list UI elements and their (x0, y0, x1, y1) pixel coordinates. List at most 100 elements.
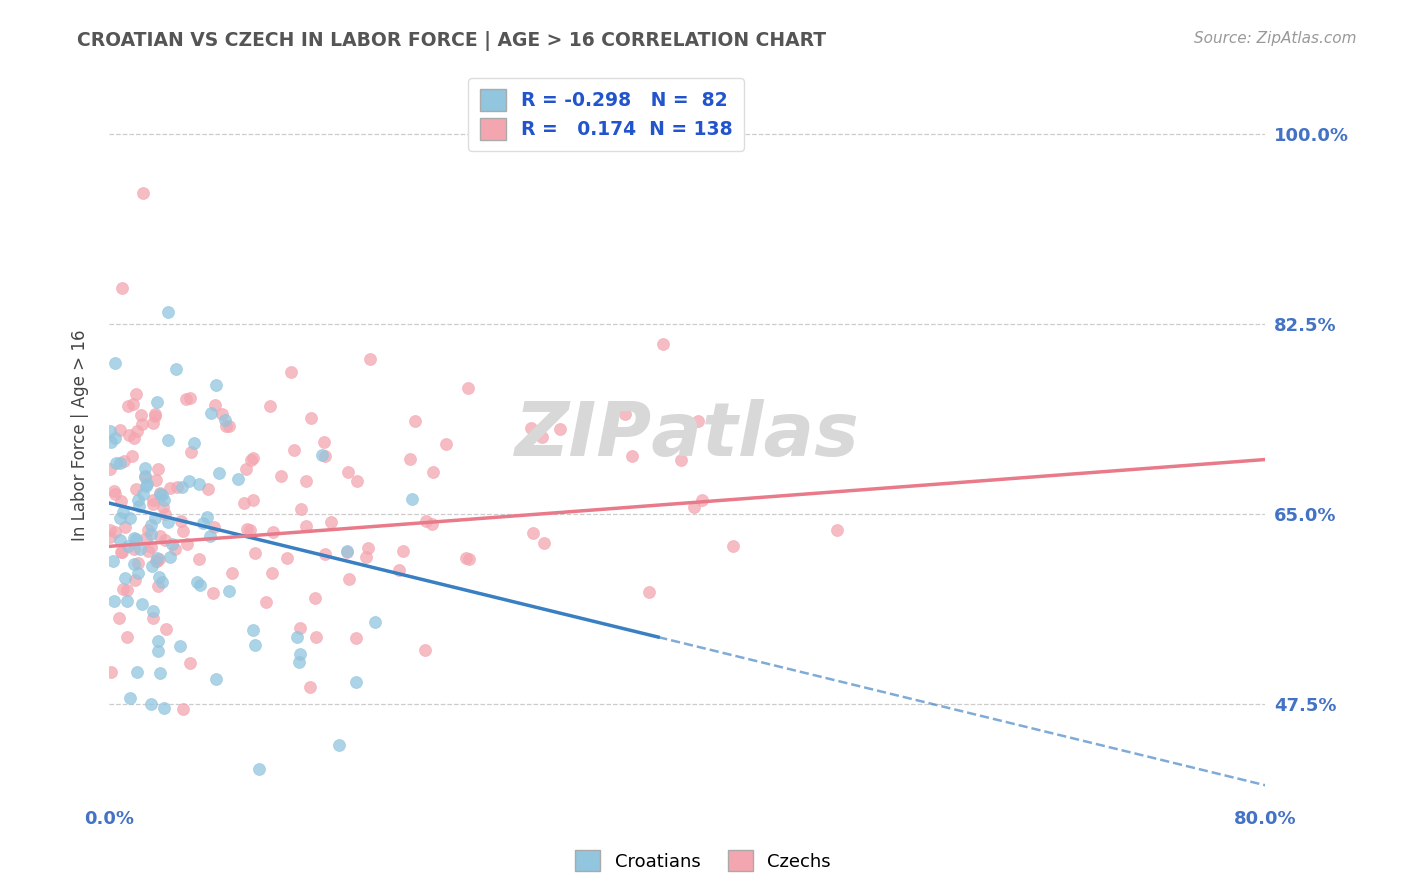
Point (211, 407, 233, 421)
Point (142, 610, 165, 624)
Point (131, 408, 153, 422)
Point (142, 492, 165, 507)
Point (336, 545, 359, 559)
Point (111, 545, 134, 559)
Point (132, 186, 155, 201)
Point (110, 493, 132, 508)
Point (100, 435, 122, 450)
Point (148, 487, 170, 501)
Point (142, 497, 165, 511)
Point (149, 666, 172, 681)
Point (183, 435, 205, 450)
Point (153, 493, 176, 508)
Point (101, 553, 124, 567)
Point (638, 585, 661, 599)
Point (288, 655, 311, 669)
Point (422, 465, 444, 479)
Point (108, 611, 131, 625)
Point (401, 492, 423, 507)
Point (141, 540, 163, 554)
Point (127, 566, 149, 580)
Point (110, 544, 132, 558)
Point (146, 633, 169, 648)
Point (254, 594, 277, 608)
Point (108, 457, 131, 471)
Point (172, 524, 194, 539)
Point (392, 543, 415, 558)
Point (118, 511, 141, 525)
Point (180, 445, 202, 459)
Point (260, 566, 283, 580)
Point (104, 524, 127, 539)
Point (145, 554, 167, 568)
Point (420, 517, 443, 532)
Point (344, 675, 367, 690)
Point (170, 514, 193, 528)
Point (172, 702, 194, 716)
Point (364, 615, 387, 629)
Point (520, 421, 543, 435)
Point (131, 597, 153, 611)
Point (457, 381, 479, 395)
Point (247, 762, 270, 776)
Point (156, 305, 179, 319)
Point (214, 413, 236, 427)
Point (179, 391, 201, 405)
Point (259, 400, 281, 414)
Point (188, 477, 211, 491)
Point (145, 550, 167, 565)
Point (134, 461, 156, 475)
Point (152, 500, 174, 514)
Point (193, 516, 215, 530)
Point (186, 574, 208, 589)
Legend: R = -0.298   N =  82, R =   0.174  N = 138: R = -0.298 N = 82, R = 0.174 N = 138 (468, 78, 744, 152)
Point (146, 644, 169, 658)
Point (146, 462, 169, 476)
Point (454, 550, 477, 565)
Point (165, 541, 187, 556)
Point (825, 523, 848, 537)
Point (336, 543, 359, 558)
Point (200, 406, 222, 420)
Point (159, 549, 181, 564)
Point (124, 573, 146, 587)
Point (233, 496, 256, 510)
Point (218, 583, 240, 598)
Point (344, 631, 367, 645)
Point (686, 414, 709, 428)
Point (112, 454, 135, 468)
Point (115, 583, 138, 598)
Point (146, 554, 169, 568)
Point (145, 474, 167, 488)
Point (125, 387, 148, 401)
Point (205, 673, 228, 687)
Point (132, 486, 155, 500)
Point (243, 546, 266, 560)
Point (131, 417, 153, 431)
Point (118, 427, 141, 442)
Point (112, 505, 135, 519)
Point (117, 539, 139, 553)
Point (122, 541, 145, 556)
Point (149, 529, 172, 543)
Point (204, 398, 226, 412)
Point (100, 665, 122, 679)
Point (110, 423, 132, 437)
Point (283, 443, 305, 458)
Point (114, 520, 136, 534)
Point (160, 537, 183, 551)
Point (122, 531, 145, 545)
Point (108, 511, 131, 525)
Point (153, 533, 176, 548)
Point (135, 479, 157, 493)
Point (117, 399, 139, 413)
Point (299, 411, 322, 425)
Point (112, 582, 135, 597)
Point (179, 656, 201, 670)
Point (314, 449, 336, 463)
Point (135, 531, 157, 545)
Point (434, 436, 457, 450)
Point (337, 572, 360, 586)
Point (111, 280, 134, 294)
Point (143, 510, 166, 524)
